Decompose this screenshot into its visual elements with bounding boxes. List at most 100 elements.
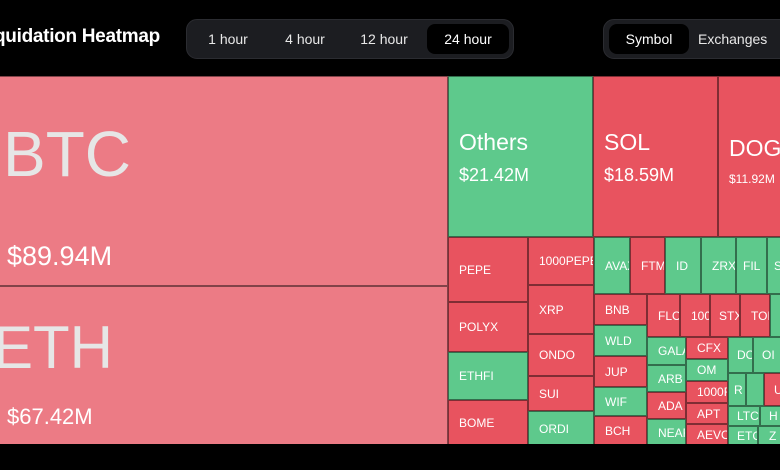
tile-label: ZRX — [712, 258, 736, 273]
tile-label: APT — [697, 406, 721, 421]
tab-1-hour[interactable]: 1 hour — [208, 31, 248, 47]
tile-flo[interactable]: FLO — [647, 294, 680, 337]
tile-sui[interactable]: SUI — [528, 376, 594, 411]
tile-stx[interactable]: STX — [710, 294, 740, 337]
tile-value: $11.92M — [729, 172, 775, 186]
tile-sol[interactable]: SOL $18.59M — [593, 76, 718, 237]
tile-label: SOL — [604, 129, 651, 155]
tile-label: XRP — [539, 302, 564, 317]
tab-4-hour[interactable]: 4 hour — [285, 31, 325, 47]
tile-value: $21.42M — [459, 165, 530, 185]
tile-label: FLO — [658, 308, 680, 323]
tile-label: DOG — [729, 135, 780, 161]
tile-apt[interactable]: APT — [686, 403, 728, 424]
tile-label: Others — [459, 129, 529, 155]
tile-cfx[interactable]: CFX — [686, 337, 728, 359]
tile-label: ID — [676, 258, 688, 273]
tile-u[interactable]: U — [764, 373, 780, 406]
tile-ltc[interactable]: LTC — [728, 406, 760, 426]
tile-label: ADA — [658, 398, 683, 413]
tile-100[interactable]: 100 — [680, 294, 710, 337]
tile-label: ETC — [737, 429, 757, 443]
tile-label: AVAX — [605, 258, 629, 273]
tile-label: ARB — [658, 371, 683, 386]
tile-wif[interactable]: WIF — [594, 387, 647, 416]
tile-value: $67.42M — [7, 404, 93, 429]
tab-symbol[interactable]: Symbol — [609, 24, 689, 54]
tile-pepe[interactable]: PEPE — [448, 237, 528, 302]
tile-ethfi[interactable]: ETHFI — [448, 352, 528, 400]
tile-label: FTM — [641, 258, 665, 273]
tile-polyx[interactable]: POLYX — [448, 302, 528, 352]
tile-ton[interactable]: TON — [740, 294, 770, 337]
tile-green-edge[interactable] — [770, 294, 780, 337]
liquidation-treemap: BTC $89.94M ETH $67.42M Others $21.42M S… — [0, 76, 780, 444]
tile-label: 1000PEPE — [539, 254, 594, 268]
tile-label: WLD — [605, 333, 632, 348]
tile-om[interactable]: OM — [686, 359, 728, 381]
tile-label: DO — [737, 348, 752, 362]
tile-avax[interactable]: AVAX — [594, 237, 630, 294]
tile-label: R — [734, 382, 743, 397]
tile-label: TON — [751, 308, 769, 323]
tile-label: POLYX — [459, 320, 499, 334]
tile-xrp[interactable]: XRP — [528, 285, 594, 334]
tile-label: FIL — [743, 258, 761, 273]
tile-1000f[interactable]: 1000F — [686, 381, 728, 403]
tile-label: 1000F — [697, 385, 728, 399]
tile-label: NEAR — [658, 425, 685, 440]
tab-exchanges[interactable]: Exchanges — [698, 31, 768, 47]
tile-ada[interactable]: ADA — [647, 392, 686, 419]
tile-h[interactable]: H — [760, 406, 780, 426]
tile-bnb[interactable]: BNB — [594, 294, 647, 325]
tile-etc[interactable]: ETC — [728, 426, 758, 444]
tile-ondo[interactable]: ONDO — [528, 334, 594, 376]
tile-label: OM — [697, 363, 717, 377]
tile-others[interactable]: Others $21.42M — [448, 76, 593, 237]
tile-aevo[interactable]: AEVO — [686, 424, 728, 444]
tile-r[interactable]: R — [728, 373, 746, 406]
tab-24-hour[interactable]: 24 hour — [427, 24, 509, 54]
tile-label: ORDI — [539, 421, 569, 436]
tile-label: CFX — [697, 341, 721, 355]
tile-label: Z — [769, 429, 777, 443]
tile-btc[interactable]: BTC $89.94M — [0, 76, 448, 286]
tile-doge[interactable]: DOG $11.92M — [718, 76, 780, 237]
tile-oi[interactable]: OI — [753, 337, 780, 373]
tile-do[interactable]: DO — [728, 337, 753, 373]
tile-label: AEVO — [697, 428, 728, 442]
tile-label: 100 — [691, 308, 710, 323]
tile-s[interactable]: S — [767, 237, 780, 294]
tile-arb[interactable]: ARB — [647, 365, 686, 392]
tile-z[interactable]: Z — [758, 426, 780, 444]
tile-id[interactable]: ID — [665, 237, 701, 294]
tile-wld[interactable]: WLD — [594, 325, 647, 356]
page-title: quidation Heatmap — [0, 26, 160, 47]
tile-label: ETHFI — [459, 369, 494, 383]
tile-label: H — [769, 409, 778, 423]
tile-label: BTC — [3, 118, 131, 190]
tile-label: U — [774, 383, 780, 397]
tile-eth[interactable]: ETH $67.42M — [0, 286, 448, 444]
tile-fil[interactable]: FIL — [736, 237, 767, 294]
tile-zrx[interactable]: ZRX — [701, 237, 736, 294]
tile-label: LTC — [737, 409, 759, 423]
tile-green-mini[interactable] — [746, 373, 764, 406]
tile-jup[interactable]: JUP — [594, 356, 647, 387]
timeframe-selector: 1 hour 4 hour 12 hour 24 hour — [186, 19, 514, 59]
tile-bch[interactable]: BCH — [594, 416, 647, 444]
tile-bome[interactable]: BOME — [448, 400, 528, 444]
tile-value: $18.59M — [604, 165, 675, 185]
tile-1000pepe[interactable]: 1000PEPE — [528, 237, 594, 285]
tile-label: PEPE — [459, 262, 492, 277]
tile-label: BNB — [605, 302, 630, 317]
tile-label: JUP — [605, 364, 628, 379]
tile-label: SUI — [539, 386, 560, 401]
tile-ordi[interactable]: ORDI — [528, 411, 594, 444]
tab-12-hour[interactable]: 12 hour — [360, 31, 408, 47]
tile-near[interactable]: NEAR — [647, 419, 686, 444]
header: quidation Heatmap 1 hour 4 hour 12 hour … — [0, 0, 780, 76]
tile-ftm[interactable]: FTM — [630, 237, 665, 294]
